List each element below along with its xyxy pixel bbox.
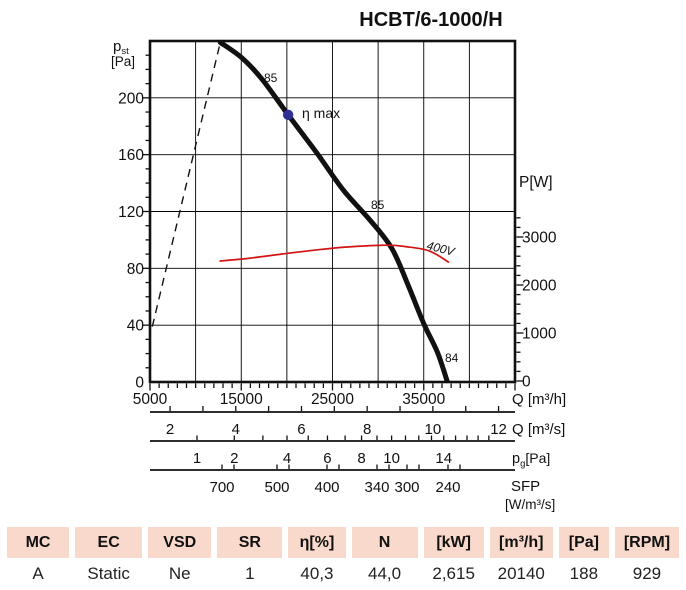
flow-m3s-axis-unit: Q [m³/s] (512, 421, 565, 438)
spec-table-value-cell: 40,3 (300, 564, 334, 583)
pst-tick-label: 120 (118, 204, 144, 221)
sfp-tick-label: 340 (364, 479, 389, 496)
chart-title: HCBT/6-1000/H (359, 9, 502, 31)
sfp-axis-unit: [W/m³/s] (505, 497, 555, 512)
curve-efficiency-label-85-mid: 85 (371, 198, 385, 212)
pst-tick-label: 200 (118, 90, 144, 107)
pg-tick-label: 6 (323, 450, 331, 467)
curve-layer (151, 39, 450, 384)
spec-table-header-cell: η[%] (288, 527, 346, 558)
spec-table-value-cell: 1 (245, 564, 255, 583)
curve-efficiency-label-84: 84 (445, 351, 459, 365)
power-tick-label: 3000 (522, 230, 557, 247)
flow-m3h-axis-unit: Q [m³/h] (512, 391, 566, 408)
spec-table-header-cell: N (351, 527, 418, 558)
sfp-axis-label: SFP (511, 478, 540, 495)
pst-axis-unit: [Pa] (111, 54, 135, 69)
pg-tick-label: 10 (383, 450, 400, 467)
sfp-tick-label: 300 (394, 479, 419, 496)
power-axis-label: P[W] (519, 174, 553, 191)
eta-max-point (282, 109, 294, 121)
pg-tick-label: 2 (230, 450, 238, 467)
flow-m3s-tick-label: 10 (425, 421, 442, 438)
spec-table: MC EC VSD SR η[%] N [kW] [m³/h] [Pa] [RPM] A Static… (0, 527, 686, 588)
pg-tick-label: 8 (357, 450, 365, 467)
spec-table-header-cell: [m³/h] (489, 527, 553, 558)
spec-table-header-cell: EC (75, 527, 143, 558)
pg-axis-unit-sub: g (520, 459, 525, 470)
pg-tick-label: 14 (435, 450, 452, 467)
operating-limit-dashed-line (151, 42, 221, 327)
spec-table-header-cell: [kW] (423, 527, 484, 558)
sfp-tick-label: 400 (314, 479, 339, 496)
pst-axis-label-p: p (113, 38, 121, 55)
pst-tick-label: 80 (127, 261, 145, 278)
spec-table-header-cell: SR (217, 527, 283, 558)
flow-m3h-tick-label: 5000 (133, 391, 168, 408)
spec-table-header-cell: MC (7, 527, 70, 558)
power-tick-label: 2000 (522, 278, 557, 295)
flow-m3h-tick-label: 25000 (311, 391, 354, 408)
grid-layer (148, 39, 517, 384)
pg-tick-label: 1 (193, 450, 201, 467)
power-tick-label: 0 (522, 374, 531, 391)
spec-table-value-cell: 20140 (497, 564, 545, 583)
flow-m3s-tick-label: 4 (232, 421, 240, 438)
plot-border (148, 39, 517, 384)
pst-tick-label: 40 (127, 318, 145, 335)
flow-m3s-tick-label: 6 (297, 421, 305, 438)
power-curve-400v (219, 244, 450, 263)
fan-pressure-curve (217, 39, 450, 384)
sfp-tick-label: 240 (435, 479, 460, 496)
flow-m3s-tick-label: 2 (166, 421, 174, 438)
flow-m3h-tick-label: 35000 (402, 391, 445, 408)
eta-max-label: η max (302, 105, 340, 121)
spec-table-value-cell: Ne (168, 564, 191, 583)
spec-table-value-cell: 44,0 (368, 564, 402, 583)
pg-axis-unit-p: p (512, 451, 520, 467)
spec-table-value-cell: A (32, 564, 44, 583)
spec-table-header-cell: VSD (148, 527, 212, 558)
spec-table-value-cell: Static (87, 564, 130, 583)
flow-m3s-tick-label: 8 (363, 421, 371, 438)
sfp-tick-label: 700 (209, 479, 234, 496)
power-curve-voltage-label: 400V (425, 238, 457, 259)
spec-table-value-cell: 188 (569, 564, 599, 583)
spec-table-header-cell: [Pa] (558, 527, 609, 558)
flow-m3h-tick-label: 15000 (220, 391, 263, 408)
curve-efficiency-label-85-top: 85 (264, 71, 278, 85)
pst-tick-label: 160 (118, 147, 144, 164)
pst-tick-label: 0 (135, 375, 144, 392)
power-tick-label: 1000 (522, 326, 557, 343)
pg-tick-label: 4 (283, 450, 291, 467)
pst-axis-label-sub: st (121, 46, 129, 57)
flow-m3s-tick-label: 12 (490, 421, 507, 438)
pst-axis-label: pst (113, 38, 129, 57)
sfp-tick-label: 500 (264, 479, 289, 496)
spec-table-value-cell: 929 (632, 564, 662, 583)
pg-axis-unit: pg[Pa] (512, 450, 550, 470)
spec-table-header-cell: [RPM] (614, 527, 679, 558)
pg-axis-unit-pa: [Pa] (525, 450, 550, 466)
spec-table-value-cell: 2,615 (432, 564, 475, 583)
